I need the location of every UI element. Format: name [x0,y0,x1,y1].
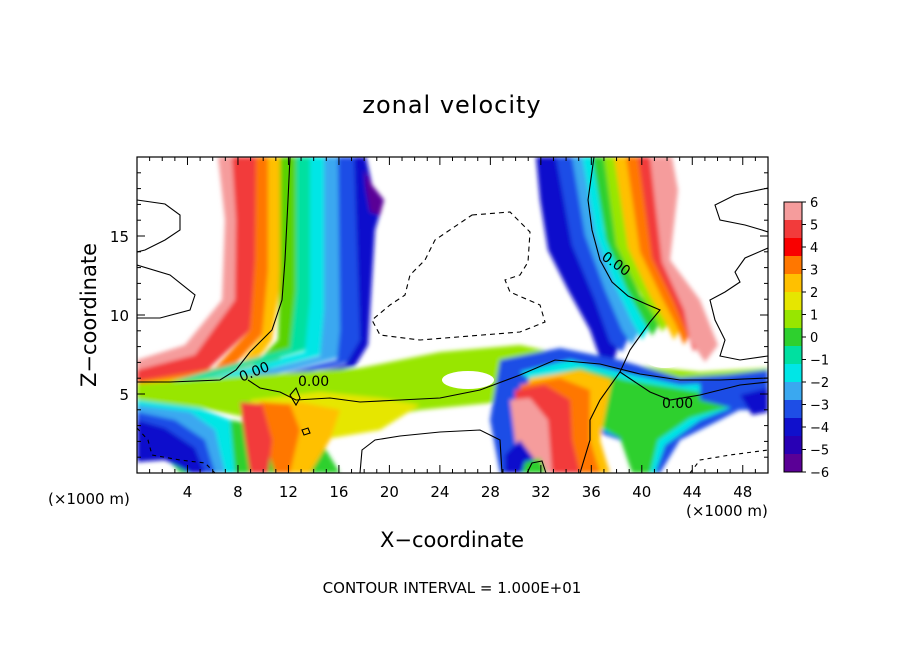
colorbar-swatch [784,454,802,473]
colorbar-swatch [784,202,802,221]
x-tick-label: 40 [632,483,651,501]
colorbar-swatch [784,364,802,383]
colorbar-swatch [784,346,802,365]
x-tick-labels: 4 8 12 16 20 24 28 32 36 40 44 48 [183,483,753,501]
colorbar-swatch [784,418,802,437]
colorbar-swatch [784,328,802,347]
colorbar-tick-label: 2 [810,286,818,301]
x-tick-label: 36 [582,483,601,501]
left-jet-blue [137,157,362,416]
left-jet-purple [364,170,384,215]
left-jet-darkblue [137,157,384,420]
x-tick-label: 16 [329,483,348,501]
lower-left-darkblue [137,420,205,473]
colorbar-swatch [784,436,802,455]
x-tick-label: 48 [733,483,752,501]
colorbar: 6 5 4 3 2 1 0 −1 −2 −3 −4 −5 −6 [783,196,829,481]
left-jet-red [137,157,258,382]
x-axis-label: X−coordinate [380,528,524,552]
colorbar-swatch [784,292,802,311]
contour-interval-footer: CONTOUR INTERVAL = 1.000E+01 [323,579,582,597]
zero-contour-bottom-small [526,460,547,473]
colorbar-tick-label: 1 [810,309,818,324]
contour-right-mid [709,247,768,361]
colorbar-tick-label: −6 [810,466,829,481]
colorbar-swatch [784,238,802,257]
x-tick-label: 8 [233,483,243,501]
x-tick-label: 28 [481,483,500,501]
colorbar-swatch [784,274,802,293]
colorbar-tick-label: −1 [810,354,829,369]
colorbar-swatch [784,256,802,275]
right-jet-cyan [582,157,650,340]
lower-left-red [240,402,272,473]
colorbar-tick-label: −3 [810,399,829,414]
x-tick-label: 44 [683,483,702,501]
chart-title: zonal velocity [362,91,541,119]
white-pocket-mid [442,371,494,389]
contour-left-mid [137,264,196,319]
white-pocket-right [645,348,685,368]
velocity-field: 0.00 0.00 0.00 0.00 [137,157,768,473]
colorbar-tick-label: 6 [810,196,818,211]
y-axis-label: Z−coordinate [77,243,101,387]
contour-lines [137,157,768,473]
y-tick-labels: 5 10 15 [110,228,129,404]
left-jet-green [137,157,298,392]
y-tick-label: 10 [110,307,129,325]
zero-contour-right-jet [579,157,661,473]
right-jet-yellow [614,157,682,340]
right-edge-darkblue [740,388,768,415]
right-jet-green [592,157,662,336]
colorbar-swatch [784,220,802,239]
colorbar-tick-label: −4 [810,421,829,436]
y-tick-label: 5 [119,386,129,404]
x-unit-right: (×1000 m) [686,502,768,520]
contour-small-loop [289,386,301,407]
contour-right-upper [714,187,768,233]
axes [137,157,768,473]
right-jet-pink [650,157,718,362]
y-tick-label: 15 [110,228,129,246]
x-tick-label: 4 [183,483,193,501]
colorbar-tick-label: 3 [810,264,818,279]
contour-left-upper [137,199,181,253]
zero-contour-lower-right [619,371,768,401]
x-tick-label: 24 [430,483,449,501]
contour-label-2: 0.00 [298,374,329,390]
colorbar-tick-label: −2 [810,376,829,391]
contour-dashed-lower-right [689,449,768,473]
colorbar-tick-label: 4 [810,241,818,256]
contour-dashed-center [371,211,546,341]
x-unit-left: (×1000 m) [48,490,130,508]
x-tick-label: 32 [531,483,550,501]
contour-tiny-ring [301,427,311,436]
colorbar-swatch [784,400,802,419]
x-tick-label: 20 [380,483,399,501]
contour-lower-blob [359,429,503,473]
contour-label-4: 0.00 [662,396,693,412]
zero-contour-left-jet [137,157,291,383]
x-tick-label: 12 [279,483,298,501]
zero-contour-band [247,359,768,403]
colorbar-tick-label: −5 [810,444,829,459]
colorbar-tick-label: 0 [810,331,818,346]
colorbar-swatch [784,310,802,329]
colorbar-swatch [784,382,802,401]
left-jet-orange [137,157,270,385]
colorbar-tick-label: 5 [810,219,818,234]
